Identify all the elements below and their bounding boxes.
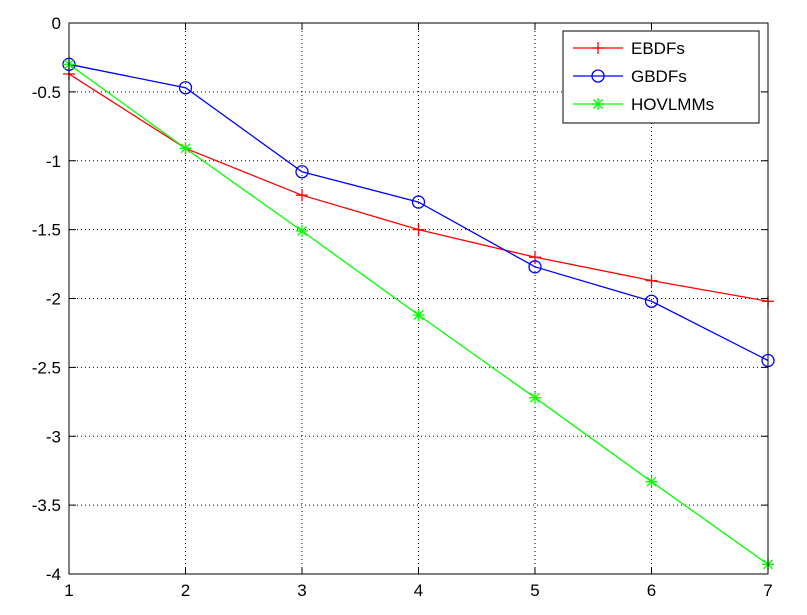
legend-entry-hovlmms: HOVLMMs (573, 95, 714, 114)
data-point-hovlmms (645, 475, 658, 488)
legend-entry-ebdfs: EBDFs (573, 39, 685, 58)
x-tick-labels: 1 2 3 4 5 6 7 (64, 581, 772, 600)
data-point-hovlmms (296, 225, 308, 238)
y-tick-label: -1.5 (32, 221, 61, 240)
y-tick-label: -1 (46, 152, 61, 171)
data-point-hovlmms (529, 391, 541, 404)
data-point-ebdfs (296, 189, 308, 202)
data-point-ebdfs (645, 274, 658, 287)
y-tick-label: -3 (46, 427, 61, 446)
series-markers (62, 57, 775, 571)
data-point-hovlmms (179, 142, 192, 155)
legend-box (562, 30, 760, 124)
legend: EBDFs GBDFs HOVLMMs (562, 30, 760, 124)
y-tick-labels: 0 -0.5 -1 -1.5 -2 -2.5 -3 -3.5 -4 (32, 14, 61, 584)
legend-label: HOVLMMs (631, 95, 714, 114)
x-tick-label: 4 (414, 581, 423, 600)
y-tick-label: -3.5 (32, 496, 61, 515)
grid-lines (69, 23, 768, 574)
x-tick-label: 3 (297, 581, 306, 600)
series-line-gbdfs (68, 63, 769, 362)
y-tick-label: -2 (46, 290, 61, 309)
y-tick-label: -2.5 (32, 358, 61, 377)
data-point-gbdfs (528, 260, 542, 274)
data-point-hovlmms (412, 309, 425, 322)
data-point-gbdfs (411, 195, 426, 209)
y-tick-label: -0.5 (32, 83, 61, 102)
legend-label: EBDFs (631, 39, 685, 58)
x-tick-label: 2 (181, 581, 190, 600)
data-point-gbdfs (644, 294, 659, 308)
legend-marker (591, 69, 605, 83)
legend-marker (592, 98, 604, 110)
x-tick-label: 6 (647, 581, 656, 600)
x-tick-label: 7 (763, 581, 772, 600)
legend-marker (592, 42, 604, 54)
data-point-gbdfs (178, 81, 193, 95)
y-tick-label: -4 (46, 565, 61, 584)
x-tick-label: 5 (530, 581, 539, 600)
legend-entry-gbdfs: GBDFs (573, 67, 687, 86)
data-point-ebdfs (412, 223, 425, 236)
y-tick-label: 0 (52, 14, 61, 33)
x-tick-label: 1 (64, 581, 73, 600)
legend-label: GBDFs (631, 67, 687, 86)
axis-ticks (68, 22, 769, 575)
data-point-gbdfs (295, 165, 309, 179)
